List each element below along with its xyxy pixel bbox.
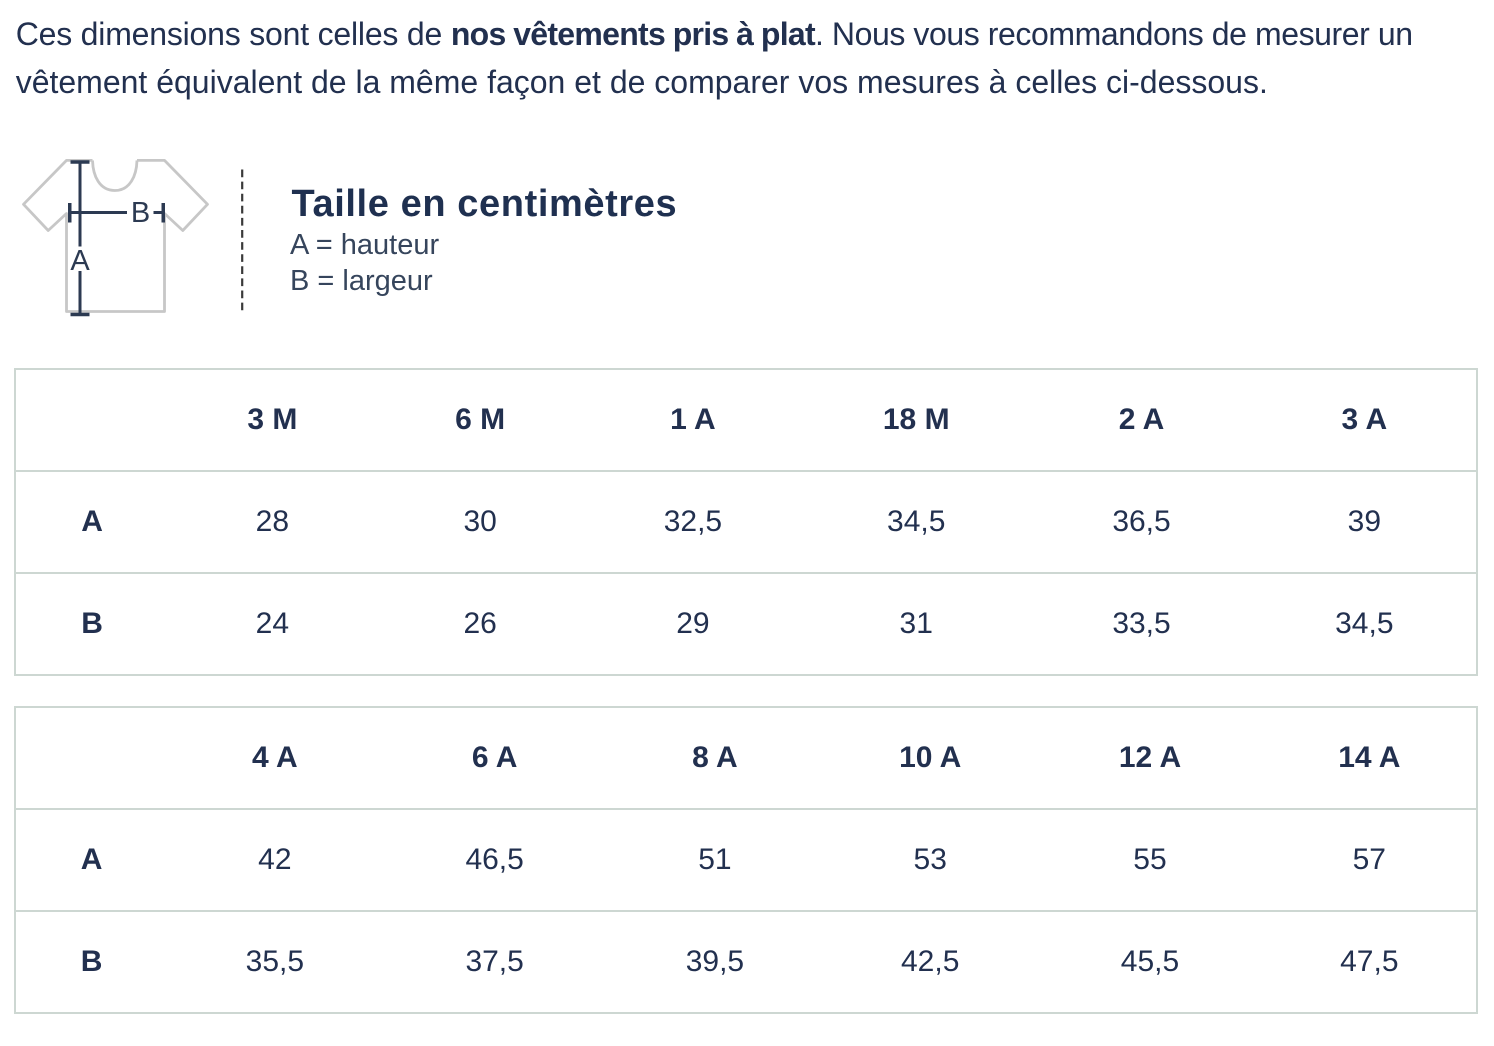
svg-text:A: A [70, 245, 90, 277]
svg-text:B: B [131, 197, 150, 229]
